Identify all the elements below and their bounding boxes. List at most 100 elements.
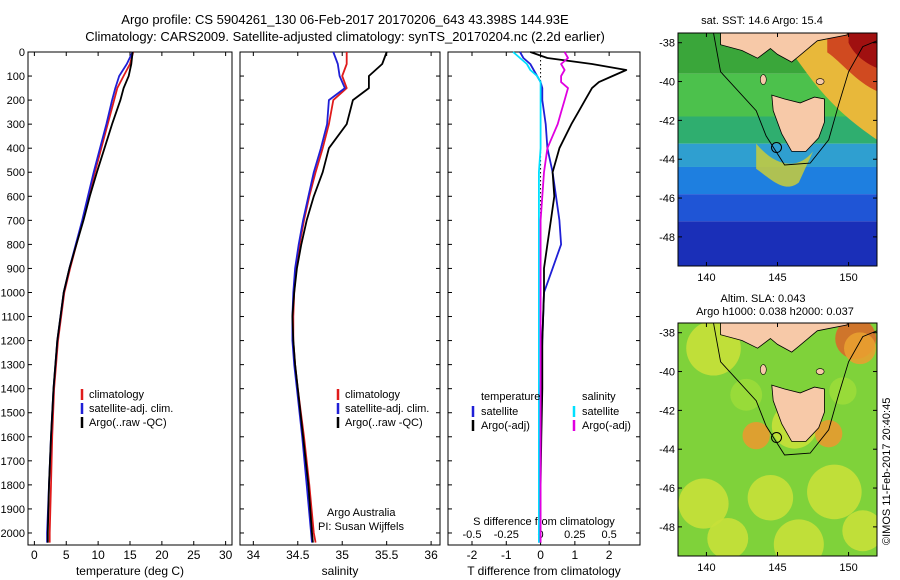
map-field	[678, 33, 877, 266]
legend-label: Argo(-adj)	[481, 420, 530, 432]
x-tick-label: -1	[501, 548, 512, 562]
x-tick-label: 1	[572, 548, 579, 562]
king-island-land	[759, 74, 767, 85]
plot-frame	[27, 51, 233, 546]
shelf-contour	[713, 323, 877, 456]
argo-position-marker	[771, 142, 783, 154]
sst-band	[678, 194, 877, 222]
map-y-tick-label: -40	[659, 77, 675, 89]
series-line-salinity-satellite	[512, 51, 542, 543]
sla-anomaly-blob	[707, 518, 749, 556]
map-y-tick-label: -38	[659, 328, 675, 340]
flinders-island-land	[815, 78, 825, 85]
map-x-tick-label: 145	[768, 272, 786, 284]
s-tick-label: -0.25	[494, 529, 519, 541]
map-y-tick-label: -46	[659, 193, 675, 205]
sla-anomaly-blob	[773, 519, 824, 556]
figure-title-line2: Climatology: CARS2009. Satellite-adjuste…	[85, 29, 605, 44]
y-tick-label: 1000	[1, 287, 25, 299]
s-tick-label: 0.25	[564, 529, 585, 541]
tasmania-land	[771, 94, 825, 152]
x-tick-label: 35.5	[375, 548, 399, 562]
legend-label: Argo(..raw -QC)	[345, 417, 423, 429]
sst-band	[678, 221, 877, 266]
y-tick-label: 1800	[1, 480, 25, 492]
legend-label: satellite	[481, 406, 518, 418]
plot-frame	[239, 51, 441, 546]
sst-band	[678, 143, 877, 167]
legend-label: satellite-adj. clim.	[345, 403, 429, 415]
legend-label: climatology	[345, 389, 401, 401]
mainland-land	[720, 323, 848, 353]
x-tick-label: 34	[247, 548, 261, 562]
x-tick-label: 10	[91, 548, 105, 562]
sla-anomaly-blob	[742, 421, 770, 450]
x-tick-label: 0	[537, 548, 544, 562]
s-tick-label: -0.5	[463, 529, 482, 541]
shelf-contour	[713, 33, 877, 166]
legend-title-temperature: temperature	[481, 391, 540, 403]
legend-label: satellite	[582, 406, 619, 418]
map-x-tick-label: 150	[839, 272, 857, 284]
y-tick-label: 100	[7, 71, 25, 83]
legend-title-salinity: salinity	[582, 391, 616, 403]
y-tick-label: 800	[7, 239, 25, 251]
flinders-island-land	[815, 368, 825, 375]
y-tick-label: 1900	[1, 504, 25, 516]
sst-map: sat. SST: 14.6 Argo: 15.4 -38 -40 -42 -44 -4…	[659, 15, 878, 284]
legend-label: climatology	[89, 389, 145, 401]
map-y-tick-label: -38	[659, 38, 675, 50]
sla-map-title-line1: Altim. SLA: 0.043	[721, 293, 806, 305]
x-tick-label: 35	[336, 548, 350, 562]
sla-anomaly-blob	[678, 478, 729, 529]
y-tick-label: 1400	[1, 384, 25, 396]
y-tick-label: 0	[19, 47, 25, 59]
map-y-tick-label: -48	[659, 522, 675, 534]
map-y-tick-label: -42	[659, 405, 675, 417]
x-tick-label: -2	[467, 548, 478, 562]
x-tick-label: 0	[31, 548, 38, 562]
s-tick-label: 0.5	[601, 529, 616, 541]
imos-credit: ©IMOS 11-Feb-2017 20:40:45	[881, 398, 893, 545]
x-tick-label: 34.5	[286, 548, 310, 562]
argo-position-marker	[771, 432, 783, 444]
y-tick-label: 400	[7, 143, 25, 155]
x-tick-label: 2	[606, 548, 613, 562]
y-tick-label: 900	[7, 263, 25, 275]
mainland-land	[720, 33, 848, 63]
y-tick-label: 1600	[1, 432, 25, 444]
x-tick-label: 20	[155, 548, 169, 562]
map-y-tick-label: -42	[659, 115, 675, 127]
map-y-tick-label: -40	[659, 367, 675, 379]
legend-label: Argo(..raw -QC)	[89, 417, 167, 429]
map-x-tick-label: 140	[697, 272, 715, 284]
sla-anomaly-blob	[815, 420, 843, 448]
hot-core	[848, 33, 877, 68]
x-tick-label: 25	[187, 548, 201, 562]
difference-panel: -2 -1 0 1 2-0.5 -0.25 0 0.25 0.5S difference fro…	[447, 51, 641, 578]
series-line-argo-raw-qc-	[46, 51, 134, 543]
salinity-panel: 34 34.5 35 35.5 36 salinity climatology satelli…	[239, 51, 441, 578]
map-x-tick-label: 140	[697, 562, 715, 574]
series-line-argo-raw-qc-	[291, 51, 388, 543]
y-tick-label: 1500	[1, 408, 25, 420]
sla-anomaly-blob	[730, 378, 763, 411]
map-x-tick-label: 145	[768, 562, 786, 574]
x-tick-label: 15	[123, 548, 137, 562]
sla-map: Altim. SLA: 0.043 Argo h1000: 0.038 h200…	[659, 293, 878, 574]
x-tick-label: 30	[219, 548, 233, 562]
sla-anomaly-blob	[842, 510, 877, 552]
series-line-salinity-argo-adj-	[539, 51, 569, 543]
sla-anomaly-blob	[807, 464, 862, 520]
map-y-tick-label: -46	[659, 483, 675, 495]
tasmania-land	[771, 384, 825, 442]
sst-map-title: sat. SST: 14.6 Argo: 15.4	[701, 15, 823, 27]
x-axis-title: salinity	[322, 564, 359, 578]
legend-label: Argo(-adj)	[582, 420, 631, 432]
map-field	[678, 323, 877, 556]
x-axis-title: temperature (deg C)	[76, 564, 184, 578]
series-line-temperature-argo-adj-	[530, 51, 628, 543]
map-y-tick-label: -44	[659, 154, 675, 166]
y-tick-label: 1200	[1, 336, 25, 348]
sla-anomaly-blob	[747, 475, 794, 521]
